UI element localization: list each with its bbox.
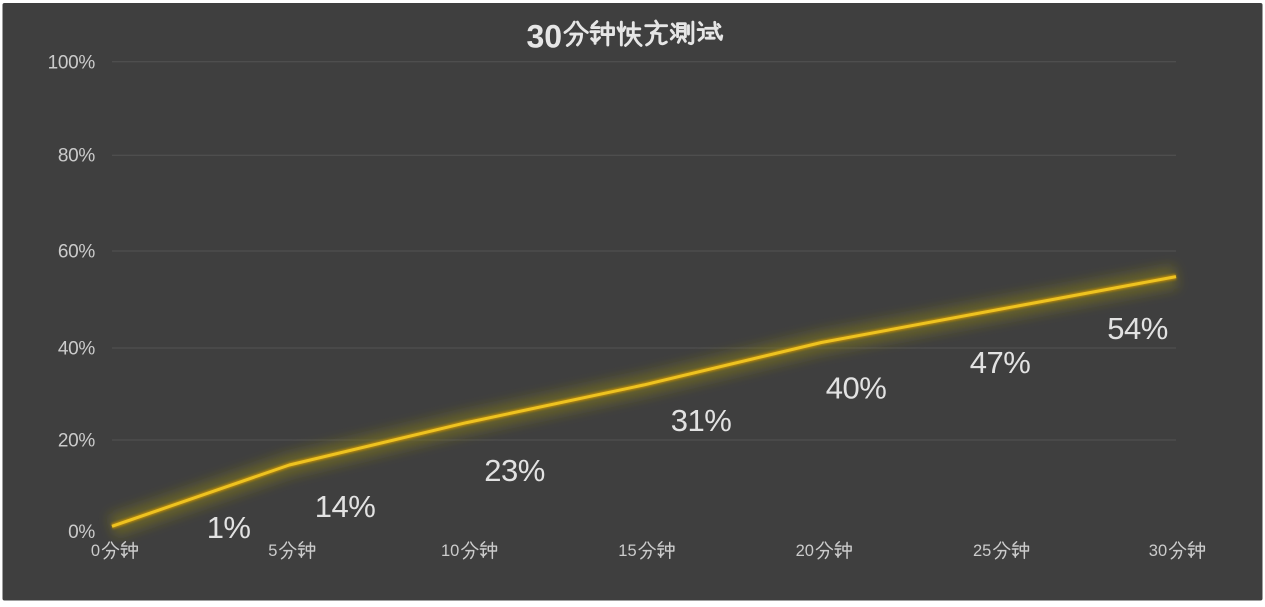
svg-text:20%: 20%: [58, 431, 96, 452]
svg-text:40%: 40%: [58, 339, 96, 360]
svg-text:14%: 14%: [315, 489, 376, 524]
svg-text:30: 30: [1149, 542, 1167, 560]
svg-text:20: 20: [796, 542, 814, 560]
svg-text:25: 25: [973, 542, 991, 560]
svg-text:31%: 31%: [671, 403, 732, 438]
svg-text:80%: 80%: [58, 146, 96, 167]
svg-text:60%: 60%: [58, 242, 96, 263]
svg-text:5: 5: [268, 542, 277, 560]
svg-text:15: 15: [618, 542, 636, 560]
svg-text:47%: 47%: [970, 345, 1031, 380]
svg-text:30: 30: [527, 18, 563, 54]
svg-text:10: 10: [441, 542, 459, 560]
svg-text:40%: 40%: [826, 371, 887, 406]
svg-text:0: 0: [91, 542, 100, 560]
svg-text:100%: 100%: [48, 52, 96, 73]
svg-text:0%: 0%: [68, 522, 95, 543]
svg-text:1%: 1%: [207, 510, 251, 545]
svg-text:23%: 23%: [484, 453, 545, 488]
svg-text:54%: 54%: [1107, 311, 1168, 346]
